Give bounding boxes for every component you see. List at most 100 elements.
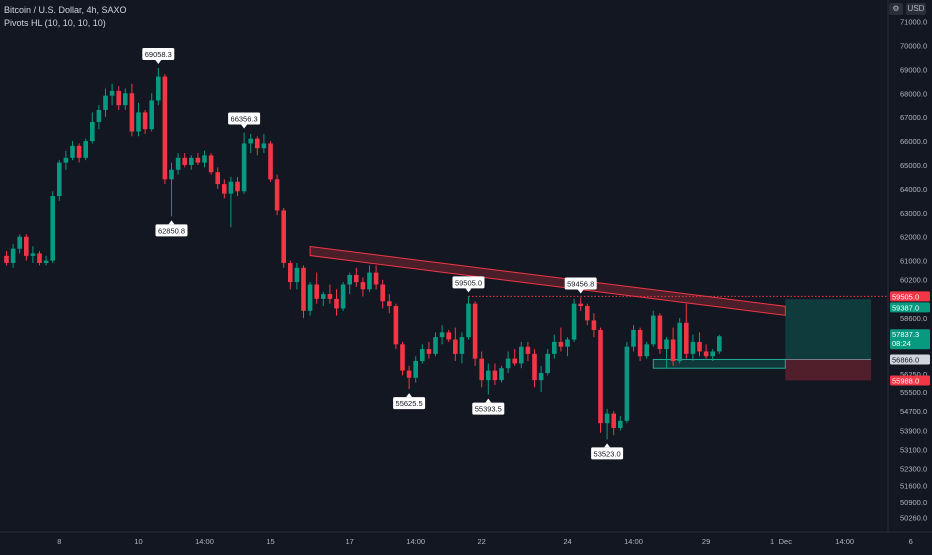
candle (103, 88, 108, 118)
candle-body (499, 368, 504, 381)
candle-body (703, 351, 709, 357)
time-tick-label: 6 (909, 537, 913, 546)
price-tick-label: 67000.0 (900, 113, 927, 122)
candle (618, 416, 623, 431)
time-tick-label: 8 (57, 537, 61, 546)
pivot-label-pointer (485, 398, 492, 403)
candle-body (380, 284, 385, 302)
candle-body (30, 253, 36, 256)
price-tick-label: 66000.0 (900, 137, 927, 146)
candle-body (690, 341, 696, 354)
candle-body (50, 196, 55, 261)
price-tick-label: 68000.0 (900, 89, 927, 98)
candle-body (486, 370, 491, 381)
chart-legend: Bitcoin / U.S. Dollar, 4h, SAXO Pivots H… (4, 4, 127, 30)
pivot-label-pointer (604, 443, 611, 448)
candle-body (373, 272, 379, 285)
indicator-title[interactable]: Pivots HL (10, 10, 10, 10) (4, 18, 106, 28)
price-tick-label: 61000.0 (900, 257, 927, 266)
candle-body (439, 332, 445, 338)
price-tag[interactable]: 57837.308:24 (890, 329, 930, 350)
pivot-label-pointer (406, 393, 413, 398)
candle-body (578, 303, 583, 307)
support-zone[interactable] (652, 358, 786, 369)
drawing-layer[interactable] (309, 245, 888, 381)
candle (189, 155, 194, 170)
candle (288, 260, 293, 290)
candle (604, 408, 610, 440)
price-tag[interactable]: 59505.0 (890, 291, 930, 302)
candle (123, 88, 128, 110)
time-tick-label: 14:00 (406, 537, 425, 546)
candle (142, 110, 148, 134)
candle (50, 191, 55, 264)
candle-body (222, 184, 227, 194)
candle-body (76, 145, 82, 158)
pivot-label-text: 69058.3 (145, 50, 172, 59)
currency-label-icon[interactable]: USD (906, 3, 926, 15)
time-axis[interactable]: 8 10 14:00 15 17 14:00 22 24 14:00 29 1 Dec 14:00 6 (57, 537, 913, 546)
price-tag-box (890, 354, 930, 365)
pivot-label-box (564, 277, 597, 290)
time-tick-label: 22 (478, 537, 486, 546)
candle-body (558, 341, 564, 347)
candle-body (169, 169, 174, 180)
pivot-label: 59456.8 (564, 277, 597, 294)
price-tag[interactable]: 55988.0 (890, 375, 930, 386)
candle-body (24, 236, 29, 256)
candle (651, 310, 656, 347)
trendline-channel[interactable] (309, 245, 786, 316)
candle-body (70, 145, 75, 158)
position-profit-zone[interactable] (785, 299, 872, 360)
pivot-label-pointer (465, 288, 472, 293)
symbol-title[interactable]: Bitcoin / U.S. Dollar, 4h, SAXO (4, 5, 127, 15)
price-axis[interactable]: 71000.0 70000.0 69000.0 68000.0 67000.0 66000… (890, 18, 930, 523)
candle-body (532, 353, 537, 381)
candle (96, 105, 102, 130)
candle (195, 153, 201, 165)
candle-body (505, 358, 511, 369)
candle (585, 303, 590, 326)
candle-body (109, 90, 115, 96)
candle-body (644, 344, 649, 357)
candle-body (288, 263, 293, 283)
candle (380, 279, 385, 309)
position-loss-zone[interactable] (785, 359, 872, 381)
candle-body (545, 353, 550, 373)
candle (83, 138, 88, 161)
candle-body (123, 93, 128, 106)
pivot-labels-layer: 69058.3 62850.8 66356.3 55625.5 59505.0 55393… (142, 47, 624, 460)
price-tag[interactable]: 56866.0 (890, 354, 930, 365)
candle (717, 334, 722, 354)
candle-body (360, 282, 366, 290)
candle-body (57, 162, 62, 197)
candle (373, 265, 379, 290)
candle-body (611, 413, 616, 428)
pivot-label-box (142, 47, 175, 60)
candle-body (261, 143, 267, 149)
candle-body (651, 315, 656, 345)
candle (624, 341, 630, 424)
candle-body (413, 361, 418, 378)
candle (149, 93, 154, 132)
candle (565, 337, 570, 357)
pivot-label-pointer (168, 220, 175, 225)
price-tick-label: 50900.0 (900, 498, 927, 507)
candle-body (248, 138, 253, 144)
price-tag-countdown: 08:24 (892, 339, 911, 348)
candle (637, 327, 643, 362)
price-tick-label: 71000.0 (900, 18, 927, 27)
candle (453, 327, 458, 362)
price-tag-value: 59387.0 (892, 303, 919, 312)
candle (314, 272, 319, 304)
candle-body (538, 372, 544, 381)
candle (182, 153, 187, 168)
settings-icon[interactable]: ⚙ (889, 3, 903, 15)
candle-body (294, 267, 300, 283)
candle (459, 332, 465, 364)
price-tag[interactable]: 59387.0 (890, 302, 930, 313)
candle-body (710, 351, 715, 357)
candle-body (255, 138, 260, 149)
